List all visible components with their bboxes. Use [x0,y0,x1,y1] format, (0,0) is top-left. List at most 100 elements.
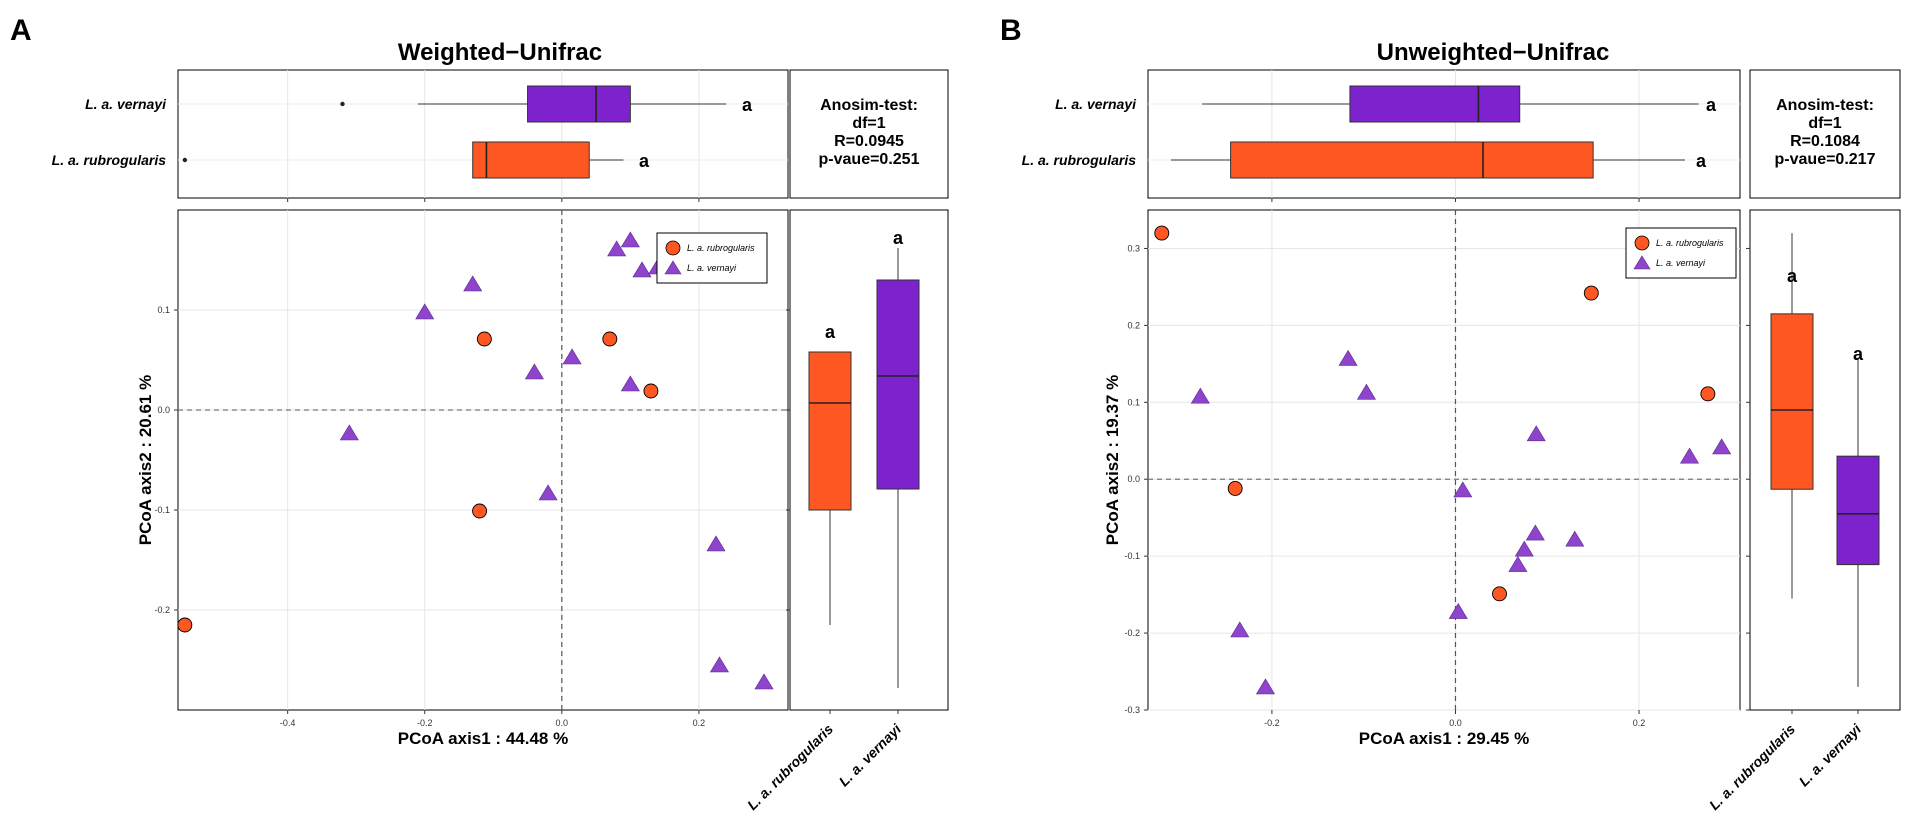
top-boxplot-label-rubrogularis: L. a. rubrogularis [52,152,167,168]
x-tick-label: -0.2 [417,718,433,728]
panel-b-scatter: -0.2 0.0 0.2 -0.3 -0.2 -0.1 0.0 0.1 0.2 0.3 L. a.… [1103,209,1741,748]
top-box-outlier-rubrogularis [182,157,188,163]
legend-triangle-marker [664,260,682,275]
point-vernayi [620,231,640,248]
point-vernayi [1679,447,1700,464]
point-vernayi [1338,349,1358,366]
side-boxplot-label-rubrogularis: L. a. rubrogularis [1706,721,1798,813]
anosim-r: R=0.0945 [834,133,904,150]
panel-a-top-boxplot: L. a. vernayi L. a. rubrogularis a a [52,69,789,202]
top-boxplot-letter-vernayi: a [742,95,753,115]
scatter-ticks: -0.2 0.0 0.2 -0.3 -0.2 -0.1 0.0 0.1 0.2 0.3 [1124,243,1645,728]
y-axis-label: PCoA axis2 : 19.37 % [1103,375,1122,545]
top-boxplot-marks [1170,85,1699,179]
point-rubrogularis [1154,225,1170,241]
top-box-vernayi [527,85,631,123]
side-boxplot-label-vernayi: L. a. vernayi [836,720,905,789]
y-tick-label: 0.2 [1127,320,1140,330]
side-box-vernayi [876,279,920,490]
x-axis-label: PCoA axis1 : 29.45 % [1359,729,1529,748]
top-boxplot-frame [177,69,789,199]
legend-circle-marker [1634,235,1650,251]
point-vernayi [1255,678,1276,695]
legend-circle-marker [665,240,681,256]
side-boxplot-letter-rubrogularis: a [825,322,836,342]
point-rubrogularis [476,331,492,347]
point-vernayi [562,348,582,365]
point-vernayi [709,656,729,673]
y-tick-label: 0.0 [1127,474,1140,484]
point-vernayi [1565,530,1585,547]
panel-b: B Unweighted−Unifrac L. a. vernayi L. a.… [1000,14,1901,813]
point-vernayi [339,424,359,441]
scatter-frame [177,209,789,711]
top-box-rubrogularis [1230,141,1594,179]
panel-letter-a: A [10,14,32,47]
scatter-reference-lines [178,210,788,710]
point-vernayi [620,375,640,392]
panel-a-scatter: -0.4 -0.2 0.0 0.2 -0.2 -0.1 0.0 0.1 L. a. rubro… [136,209,789,748]
point-vernayi [1508,556,1528,572]
x-tick-label: -0.2 [1264,718,1280,728]
scatter-legend: L. a. rubrogularis L. a. vernayi [1625,227,1737,279]
legend-triangle-marker [1633,255,1651,270]
x-tick-label: 0.2 [693,718,706,728]
point-vernayi [1526,425,1546,442]
point-rubrogularis [472,503,488,519]
top-box-rubrogularis [472,141,590,179]
panel-b-top-boxplot: L. a. vernayi L. a. rubrogularis a a [1022,69,1741,202]
legend-label-vernayi: L. a. vernayi [1656,258,1706,268]
point-vernayi [632,261,652,278]
x-tick-label: 0.0 [556,718,569,728]
top-boxplot-letter-vernayi: a [1706,95,1717,115]
panel-b-title: Unweighted−Unifrac [1377,39,1610,66]
anosim-df: df=1 [852,115,885,132]
y-tick-label: 0.1 [1127,397,1140,407]
scatter-points [177,231,774,690]
point-rubrogularis [1700,386,1716,402]
panel-a: A Weighted−Unifrac L. a. vernayi L. a. r… [10,14,949,813]
point-rubrogularis [1492,586,1507,602]
scatter-reference-lines [1148,210,1740,710]
anosim-frame [1749,69,1901,199]
legend-label-vernayi: L. a. vernayi [687,263,737,273]
y-tick-label: -0.1 [1124,551,1140,561]
panel-a-title: Weighted−Unifrac [398,39,602,66]
y-tick-label: -0.2 [1124,628,1140,638]
top-boxplot-letter-rubrogularis: a [1696,151,1707,171]
y-tick-label: -0.1 [154,505,170,515]
point-vernayi [1712,438,1732,455]
side-boxplot-letter-vernayi: a [1853,344,1864,364]
side-boxplot-label-vernayi: L. a. vernayi [1796,720,1865,789]
anosim-frame [789,69,949,199]
panel-letter-b: B [1000,14,1022,47]
x-tick-label: 0.0 [1449,718,1462,728]
point-vernayi [1514,540,1534,557]
point-vernayi [1190,387,1210,404]
point-vernayi [524,363,544,380]
point-vernayi [1356,383,1376,400]
anosim-r: R=0.1084 [1790,133,1860,150]
side-boxplot-marks [1746,233,1880,714]
legend-label-rubrogularis: L. a. rubrogularis [1656,238,1724,248]
point-vernayi [1230,621,1250,638]
legend-label-rubrogularis: L. a. rubrogularis [687,243,755,253]
point-vernayi [463,275,483,292]
side-box-rubrogularis [1770,313,1814,490]
point-vernayi [1525,524,1545,541]
point-rubrogularis [177,617,193,633]
x-tick-label: 0.2 [1633,718,1646,728]
top-boxplot-label-vernayi: L. a. vernayi [85,96,167,112]
top-box-outlier-vernayi [340,101,345,107]
point-rubrogularis [1583,285,1599,301]
y-tick-label: -0.2 [154,605,170,615]
top-boxplot-marks [182,85,727,179]
y-tick-label: 0.3 [1127,243,1140,253]
point-vernayi [706,535,726,552]
top-boxplot-label-vernayi: L. a. vernayi [1055,96,1137,112]
top-box-vernayi [1349,85,1521,123]
side-box-vernayi [1836,455,1880,566]
legend-frame [1625,227,1737,279]
y-tick-label: -0.3 [1124,705,1140,715]
